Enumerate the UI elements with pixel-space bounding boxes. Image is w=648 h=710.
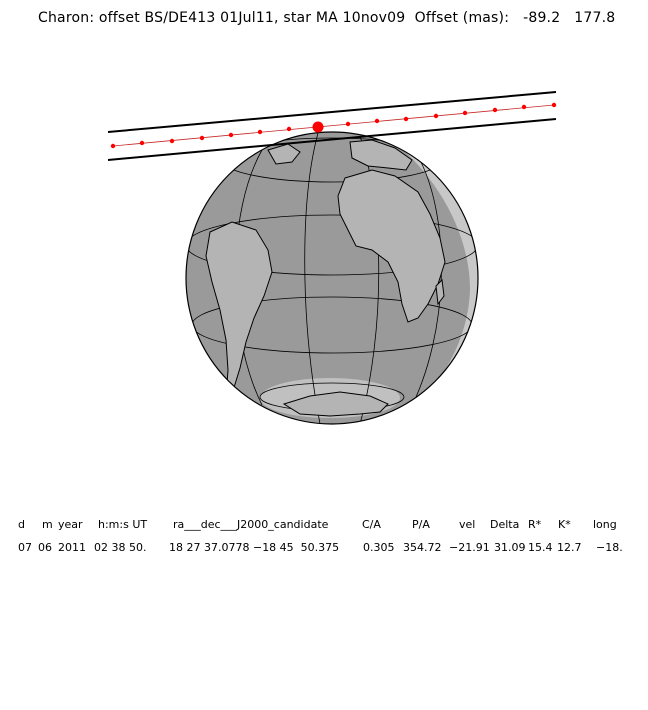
cell-delta: 31.09 xyxy=(494,541,526,554)
col-header-delta: Delta xyxy=(490,518,520,531)
cell-pa: 354.72 xyxy=(403,541,442,554)
continents xyxy=(205,139,446,417)
col-header-d: d xyxy=(18,518,25,531)
closest-approach-dot xyxy=(312,121,324,133)
table-value-row: 07 06 2011 02 38 50. 18 27 37.0778 −18 4… xyxy=(18,541,623,710)
track-dot xyxy=(551,102,557,108)
europe-outline xyxy=(349,139,413,171)
track-dot xyxy=(199,135,205,141)
col-header-m: m xyxy=(42,518,53,531)
cell-kstar: 12.7 xyxy=(557,541,582,554)
col-header-kstar: K* xyxy=(558,518,571,531)
cell-m: 06 xyxy=(38,541,52,554)
cell-long: −18. xyxy=(596,541,623,554)
track-dot xyxy=(433,113,439,119)
cell-ca: 0.305 xyxy=(363,541,395,554)
cell-rstar: 15.4 xyxy=(528,541,553,554)
cell-time: 02 38 50. xyxy=(94,541,147,554)
occultation-globe-map xyxy=(107,91,557,425)
col-header-time: h:m:s UT xyxy=(98,518,148,531)
globe-limb xyxy=(185,131,479,425)
south-america-outline xyxy=(205,221,273,399)
col-header-vel: vel xyxy=(459,518,476,531)
track-dot xyxy=(139,140,145,146)
track-dots xyxy=(110,102,557,149)
track-dot xyxy=(403,116,409,122)
track-dot xyxy=(521,104,527,110)
centerline xyxy=(112,104,555,147)
cell-year: 2011 xyxy=(58,541,86,554)
figure-title: Charon: offset BS/DE413 01Jul11, star MA… xyxy=(38,10,616,26)
greenland-outline xyxy=(267,143,301,165)
track-dot xyxy=(492,107,498,113)
north-limit-line xyxy=(107,91,557,133)
table-header-row: d m year h:m:s UT ra___dec___J2000_candi… xyxy=(18,518,617,687)
globe xyxy=(185,131,479,425)
south-limit-line xyxy=(107,118,557,161)
track-dot xyxy=(110,143,116,149)
col-header-radec: ra___dec___J2000_candidate xyxy=(173,518,329,531)
track-dot xyxy=(374,118,380,124)
col-header-year: year xyxy=(58,518,83,531)
cell-vel: −21.91 xyxy=(449,541,490,554)
track-dot xyxy=(228,132,234,138)
track-dot xyxy=(345,121,351,127)
cell-radec: 18 27 37.0778 −18 45 50.375 xyxy=(169,541,340,554)
shadow-path xyxy=(107,91,557,161)
col-header-long: long xyxy=(593,518,617,531)
cell-d: 07 xyxy=(18,541,32,554)
track-dot xyxy=(257,129,263,135)
madagascar-outline xyxy=(435,278,445,306)
track-dot xyxy=(169,138,175,144)
antarctica-outline xyxy=(282,391,389,417)
track-dot xyxy=(286,126,292,132)
track-dot xyxy=(462,110,468,116)
col-header-pa: P/A xyxy=(412,518,430,531)
col-header-rstar: R* xyxy=(528,518,542,531)
africa-outline xyxy=(337,169,446,323)
col-header-ca: C/A xyxy=(362,518,381,531)
